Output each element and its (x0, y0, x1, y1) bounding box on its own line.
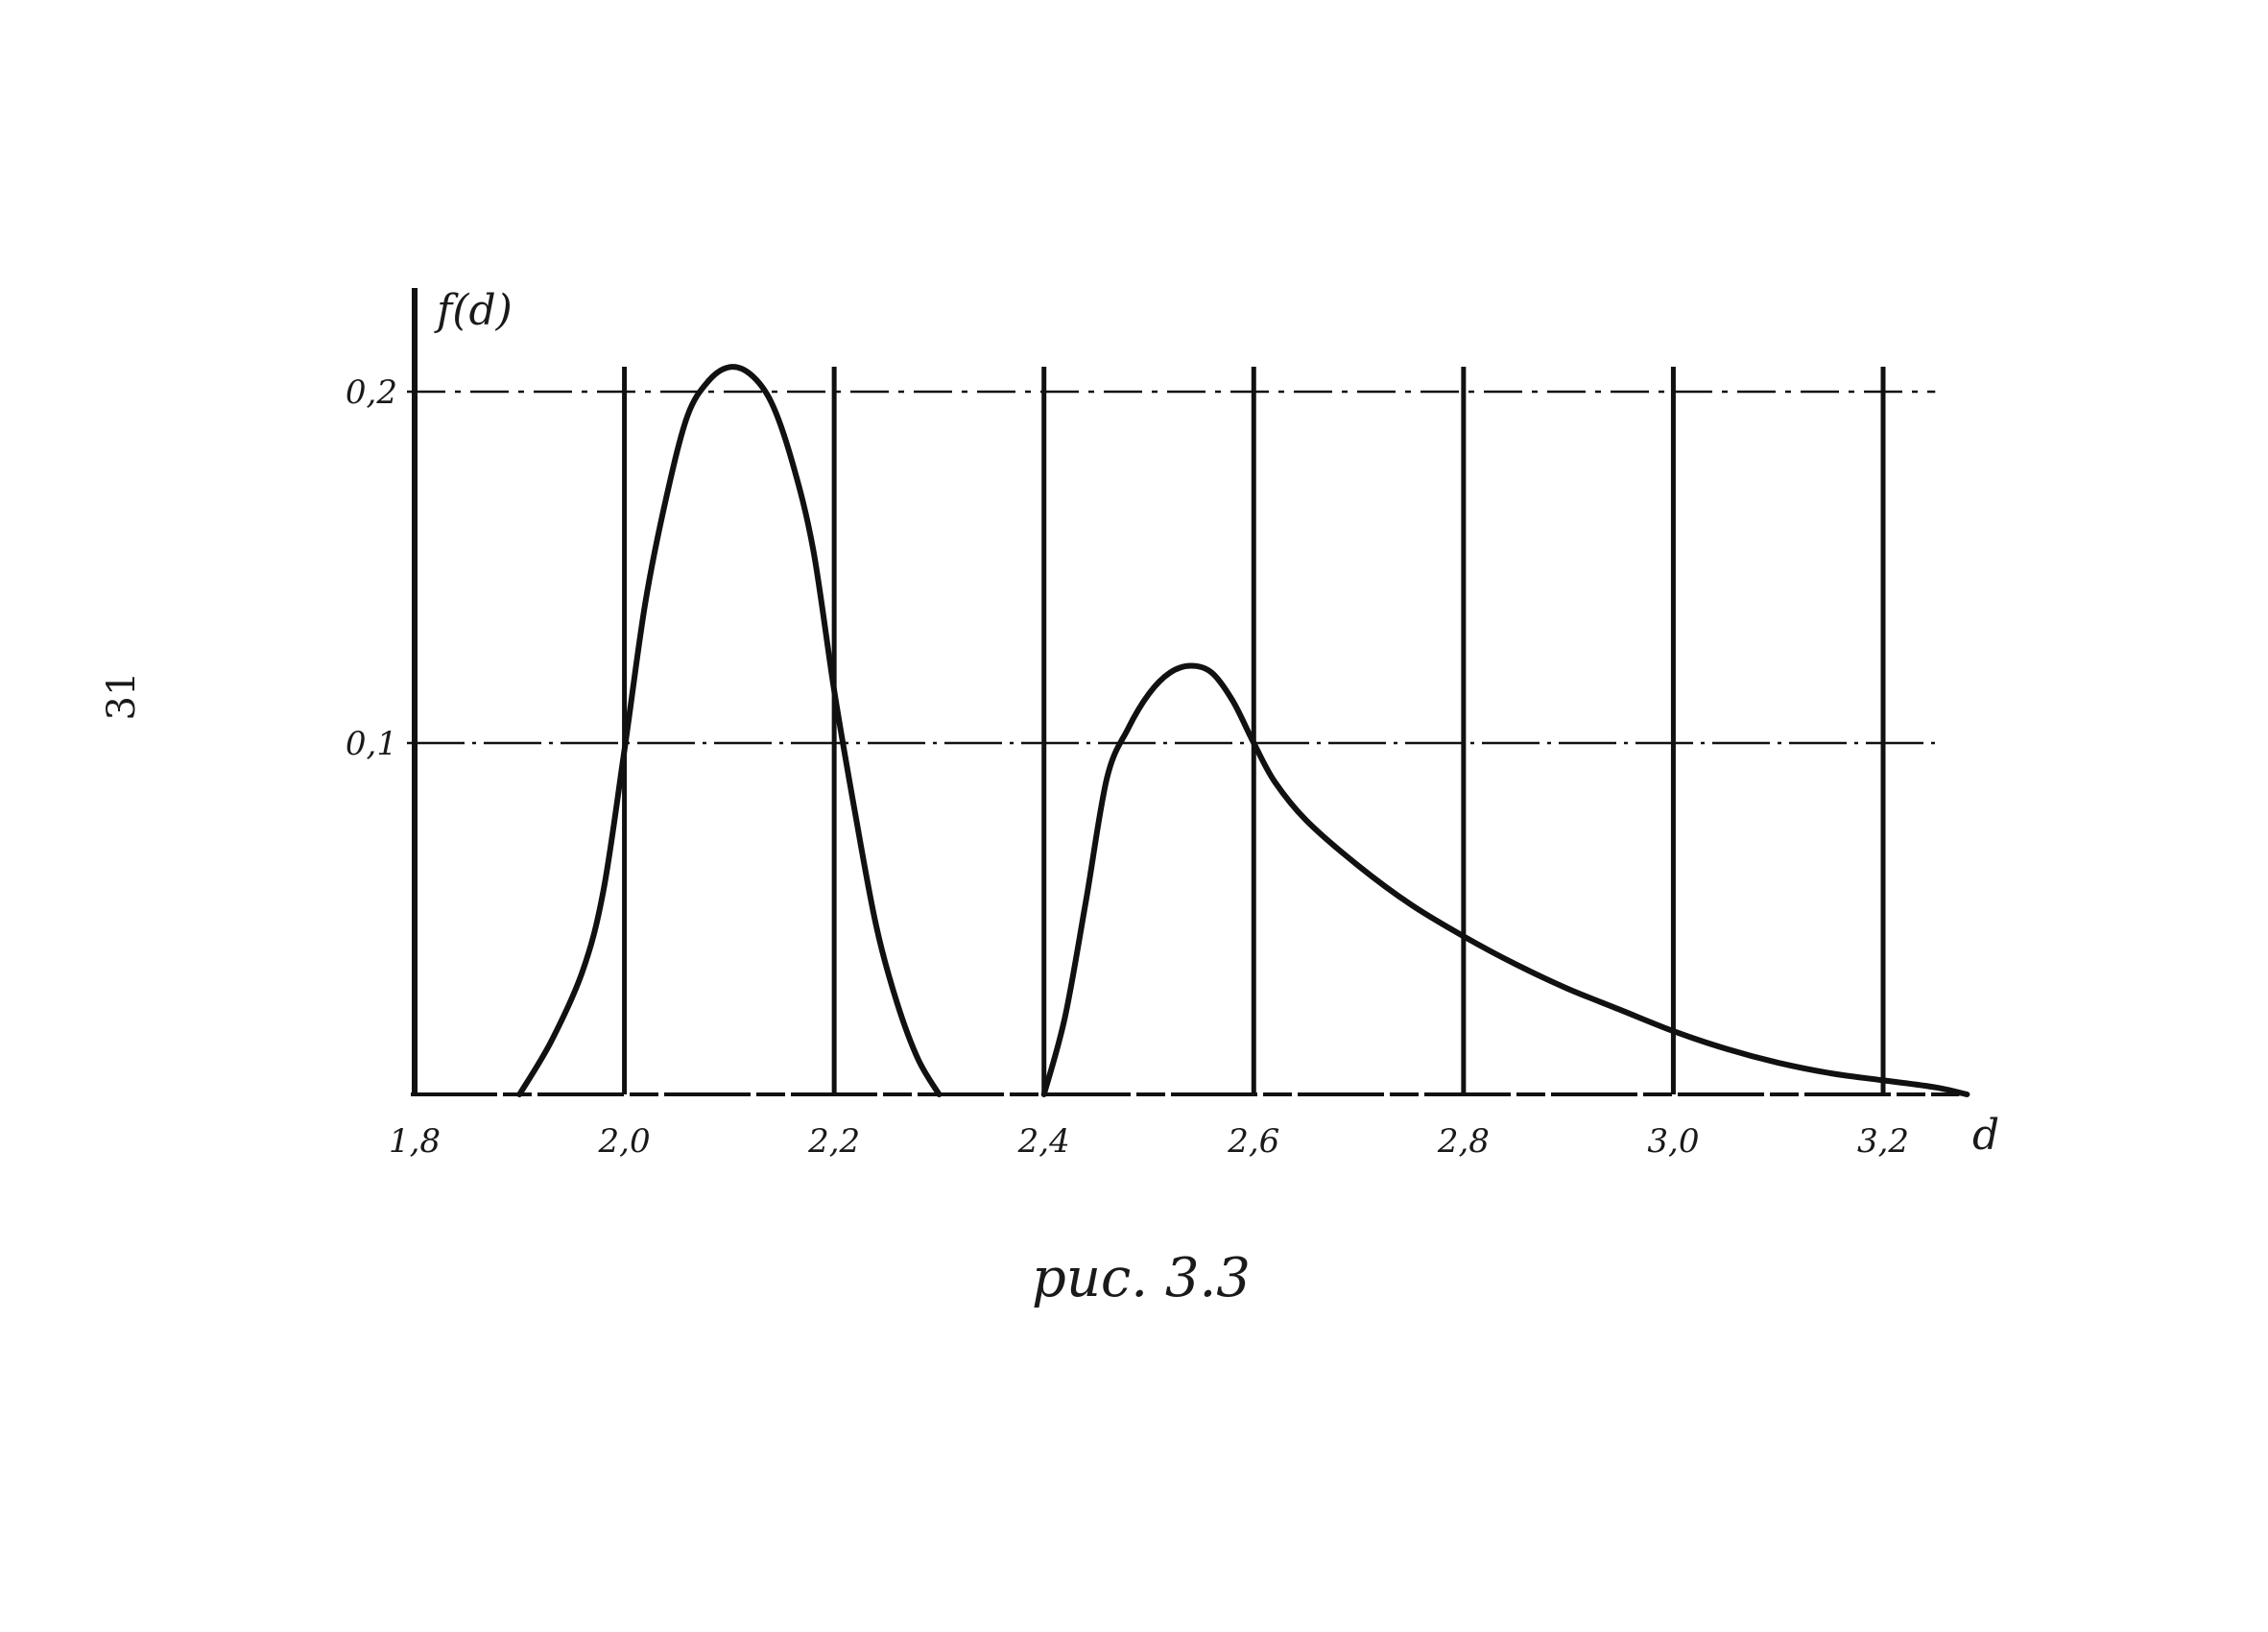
y-axis-title: f(d) (434, 286, 513, 335)
y-tick-label: 0,2 (346, 373, 397, 412)
x-tick-label: 3,2 (1857, 1122, 1909, 1161)
x-tick-label: 3,0 (1647, 1122, 1699, 1161)
x-tick-label: 2,6 (1227, 1122, 1279, 1161)
x-tick-label: 2,4 (1017, 1122, 1070, 1161)
x-tick-label: 1,8 (389, 1122, 441, 1161)
grid-layer (407, 367, 1936, 1094)
x-axis-title: d (1972, 1111, 1999, 1160)
page-number: 31 (100, 672, 144, 721)
series-line-1 (516, 364, 943, 1097)
x-tick-label: 2,8 (1437, 1122, 1490, 1161)
x-tick-label: 2,0 (598, 1122, 651, 1161)
y-tick-label: 0,1 (346, 725, 397, 763)
x-tick-label: 2,2 (807, 1122, 860, 1161)
series-layer (516, 364, 1970, 1097)
series-line-2 (1040, 662, 1970, 1097)
axes-layer (411, 288, 1960, 1096)
figure-caption: рис. 3.3 (1032, 1247, 1251, 1309)
labels-layer: 1,8 2,0 2,2 2,4 2,6 2,8 3,0 3,2 0,1 0,2 (346, 373, 1909, 1161)
